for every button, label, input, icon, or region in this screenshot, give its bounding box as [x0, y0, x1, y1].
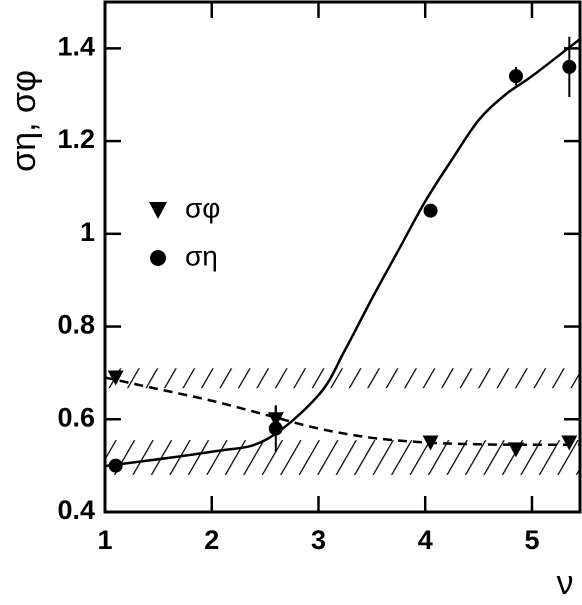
y-tick-label: 0.4: [57, 495, 95, 525]
y-tick-label: 1: [80, 217, 95, 247]
fit-curve: [104, 38, 581, 468]
legend-label: σφ: [185, 192, 220, 223]
circle-marker: [268, 421, 283, 436]
y-axis-title: ση, σφ: [5, 70, 43, 172]
x-tick-label: 4: [418, 525, 433, 555]
circle-marker: [562, 59, 577, 74]
x-axis-title: ν: [557, 564, 574, 600]
legend-marker: [150, 250, 166, 266]
dashed-fit-curve: [104, 376, 581, 447]
plot-frame: [103, 0, 582, 514]
circle-marker: [508, 69, 523, 84]
y-tick-label: 0.6: [57, 402, 95, 432]
circle-marker: [108, 458, 123, 473]
legend-label: ση: [185, 240, 218, 271]
x-tick-label: 3: [311, 525, 326, 555]
triangle-marker: [561, 435, 578, 451]
circle-marker: [423, 203, 438, 218]
plot-area: σφ ση 1 2 3 4 5 0.4 0.6 0.8 1 1.2 1.4: [57, 0, 582, 555]
hatched-band: [105, 368, 580, 389]
y-tick-label: 1.2: [57, 124, 95, 154]
y-tick-label: 0.8: [57, 310, 95, 340]
hatched-band: [105, 440, 580, 475]
triangle-marker: [422, 435, 439, 451]
x-tick-label: 5: [524, 525, 539, 555]
triangle-marker: [507, 442, 524, 458]
triangle-marker: [107, 370, 124, 386]
x-tick-label: 2: [204, 525, 219, 555]
y-tick-label: 1.4: [57, 31, 95, 61]
legend-marker: [149, 202, 167, 219]
x-tick-label: 1: [97, 525, 112, 555]
